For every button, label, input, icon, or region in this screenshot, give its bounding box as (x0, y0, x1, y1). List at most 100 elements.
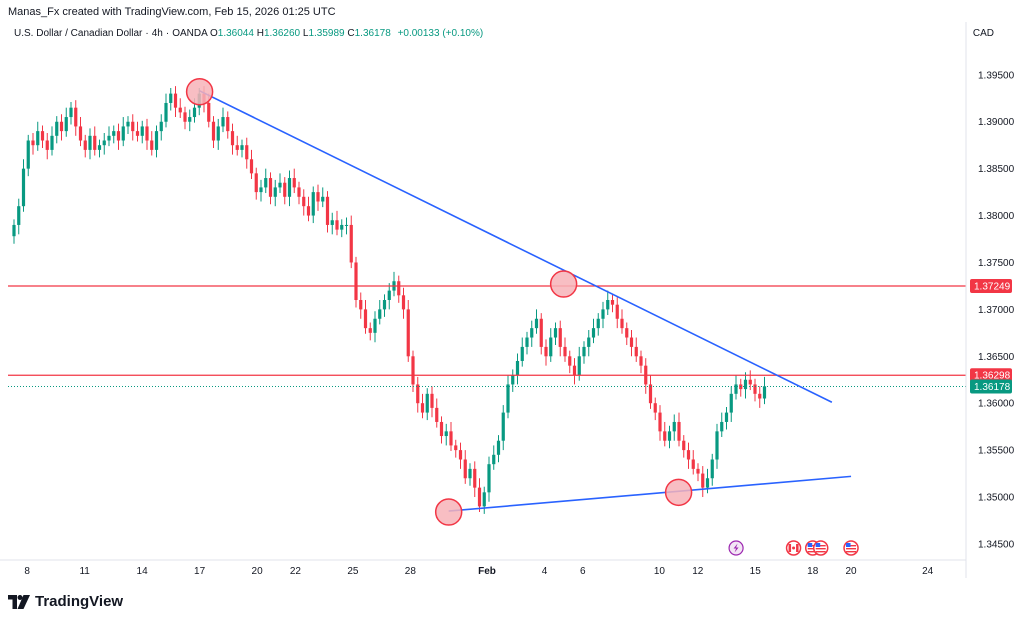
candle-body (45, 140, 49, 150)
candle-body (264, 178, 268, 188)
candle-body (368, 328, 372, 333)
candle-body (629, 337, 634, 347)
candle-body (311, 192, 315, 216)
symbol-legend[interactable]: U.S. Dollar / Canadian Dollar · 4h · OANDA O… (14, 28, 484, 39)
candle-body (511, 375, 515, 385)
candle-body (696, 468, 700, 474)
candle-body (720, 421, 724, 432)
candle-body (93, 135, 97, 150)
price-tick-label: 1.36500 (978, 352, 1015, 363)
time-tick-label: 4 (542, 566, 548, 577)
ohlc-low: 1.35989 (308, 28, 345, 39)
candle-body (254, 173, 258, 193)
candle-body (439, 421, 444, 437)
currency-label: CAD (972, 28, 994, 39)
pivot-marker[interactable] (549, 270, 578, 298)
us-flag-icon[interactable] (812, 540, 829, 556)
pivot-marker[interactable] (185, 77, 214, 106)
candle-body (724, 412, 729, 422)
flag-stripe (815, 545, 826, 547)
candle-body (515, 360, 520, 376)
descending-trendline[interactable] (199, 90, 833, 403)
price-axis[interactable]: 1.39500 1.39000 1.38500 1.38000 1.37500 1.370… (965, 22, 1015, 578)
candle-body (249, 159, 254, 174)
candle-body (359, 300, 363, 310)
trendlines[interactable] (199, 90, 852, 512)
candle-body (667, 431, 672, 441)
candle-body (705, 478, 710, 488)
candle-body (207, 102, 211, 122)
pivot-marker[interactable] (434, 498, 463, 526)
time-tick-label: 24 (922, 566, 934, 577)
candle-body (226, 117, 230, 132)
price-tick-label: 1.38000 (978, 211, 1015, 222)
resistance-price-tag (970, 368, 1012, 383)
us-flag-icon[interactable] (843, 540, 859, 556)
candle-body (444, 431, 448, 437)
candle-body (221, 117, 225, 127)
flag-stripe (807, 545, 818, 547)
event-icons[interactable] (728, 540, 859, 556)
time-tick-label: 6 (580, 566, 586, 577)
candle-body (686, 450, 691, 460)
flag-stripe (846, 545, 857, 547)
candle-body (188, 117, 192, 122)
candle-body (729, 393, 733, 413)
candle-body (468, 468, 472, 479)
candle-body (411, 356, 415, 385)
candle-body (335, 220, 339, 230)
time-tick-label: 25 (347, 566, 359, 577)
candle-body (297, 187, 301, 197)
flag-stripe (846, 551, 857, 553)
price-tick-label: 1.35000 (978, 493, 1015, 504)
candle-body (330, 220, 334, 225)
candle-body (306, 206, 311, 216)
candle-body (610, 300, 615, 305)
lightning-icon[interactable] (728, 540, 744, 556)
tradingview-brand[interactable]: TradingView (8, 593, 123, 610)
candle-body (69, 107, 73, 118)
candle-body (539, 318, 543, 347)
candle-body (648, 384, 653, 404)
candle-body (145, 126, 149, 141)
candle-body (658, 412, 662, 432)
candle-body (762, 386, 767, 399)
candle-body (534, 318, 539, 329)
candle-body (26, 140, 30, 169)
candle-body (55, 121, 59, 136)
ascending-trendline[interactable] (448, 475, 852, 512)
candle-body (454, 445, 458, 451)
flag-canton (815, 543, 821, 547)
candle-body (88, 135, 92, 150)
candle-body (131, 121, 135, 132)
pivot-marker[interactable] (664, 478, 693, 507)
candle-body (435, 407, 439, 422)
ohlc-high: 1.36260 (263, 28, 301, 39)
pivot-markers[interactable] (185, 77, 693, 526)
candle-body (558, 328, 562, 347)
candle-body (240, 145, 244, 150)
price-tick-label: 1.39500 (978, 70, 1015, 81)
candle-body (753, 384, 757, 394)
candle-body (373, 318, 377, 333)
candle-body (74, 107, 78, 127)
candle-body (601, 309, 605, 319)
flag-stripe (815, 548, 826, 550)
flag-band (796, 544, 799, 552)
candle-body (316, 192, 320, 202)
resistance-price-tag-text: 1.36298 (974, 371, 1011, 382)
canada-flag-icon[interactable] (785, 540, 802, 556)
candle-body (259, 187, 263, 193)
horizontal-levels[interactable] (8, 285, 966, 388)
candle-body (112, 131, 116, 136)
time-tick-label: 22 (290, 566, 302, 577)
candle-body (501, 412, 505, 441)
candle-body (477, 487, 482, 507)
ohlc-close-label: C (347, 28, 355, 39)
time-axis[interactable]: 8 11 14 17 20 22 25 28 Feb 4 6 10 12 15 18 20 24 (0, 559, 966, 577)
tradingview-logo-icon (8, 594, 30, 609)
ohlc-high-label: H (256, 28, 264, 39)
candle-body (682, 440, 686, 451)
